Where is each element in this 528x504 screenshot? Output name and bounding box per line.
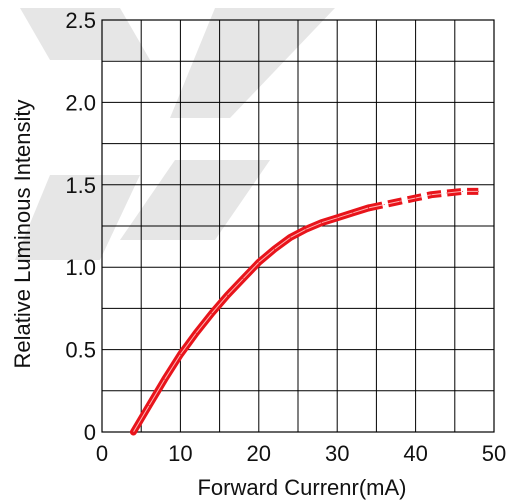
series-line-solid	[129, 204, 373, 436]
data-point	[399, 200, 401, 202]
y-tick-label: 2.5	[65, 8, 96, 33]
data-point	[289, 237, 291, 239]
data-point	[368, 207, 370, 209]
data-point	[446, 192, 448, 194]
x-tick-label: 20	[247, 441, 271, 466]
data-point	[352, 212, 354, 214]
x-axis-ticks: 0 10 20 30 40 50	[96, 441, 506, 466]
data-point	[164, 378, 166, 380]
y-axis-ticks: 0 0.5 1.0 1.5 2.0 2.5	[65, 8, 96, 445]
data-point	[305, 228, 307, 230]
y-tick-label: 1.0	[65, 255, 96, 280]
data-point	[148, 405, 150, 407]
data-point	[462, 190, 464, 192]
y-tick-label: 0	[84, 420, 96, 445]
data-point	[273, 248, 275, 250]
data-point	[179, 354, 181, 356]
data-point	[415, 197, 417, 199]
data-point	[258, 261, 260, 263]
data-point	[211, 312, 213, 314]
y-tick-label: 2.0	[65, 90, 96, 115]
x-tick-label: 10	[168, 441, 192, 466]
y-axis-label: Relative Luminous Intensity	[10, 99, 35, 368]
series-line-highlight	[132, 207, 369, 433]
series-line-dashed	[367, 187, 479, 212]
data-point	[195, 332, 197, 334]
data-point	[132, 431, 134, 433]
data-point	[477, 190, 479, 192]
x-tick-label: 0	[96, 441, 108, 466]
data-point	[242, 278, 244, 280]
series-layer	[129, 187, 479, 436]
data-point	[383, 204, 385, 206]
data-point	[226, 294, 228, 296]
x-axis-label: Forward Currenr(mA)	[197, 475, 406, 500]
plot-frame	[101, 19, 495, 433]
grid-lines	[101, 19, 495, 433]
x-tick-label: 30	[325, 441, 349, 466]
data-point	[336, 217, 338, 219]
data-point	[321, 222, 323, 224]
watermark-logo	[15, 8, 335, 260]
y-tick-label: 0.5	[65, 338, 96, 363]
x-tick-label: 40	[403, 441, 427, 466]
series-line-highlight	[368, 190, 479, 209]
data-point	[430, 194, 432, 196]
x-tick-label: 50	[482, 441, 506, 466]
y-tick-label: 1.5	[65, 173, 96, 198]
